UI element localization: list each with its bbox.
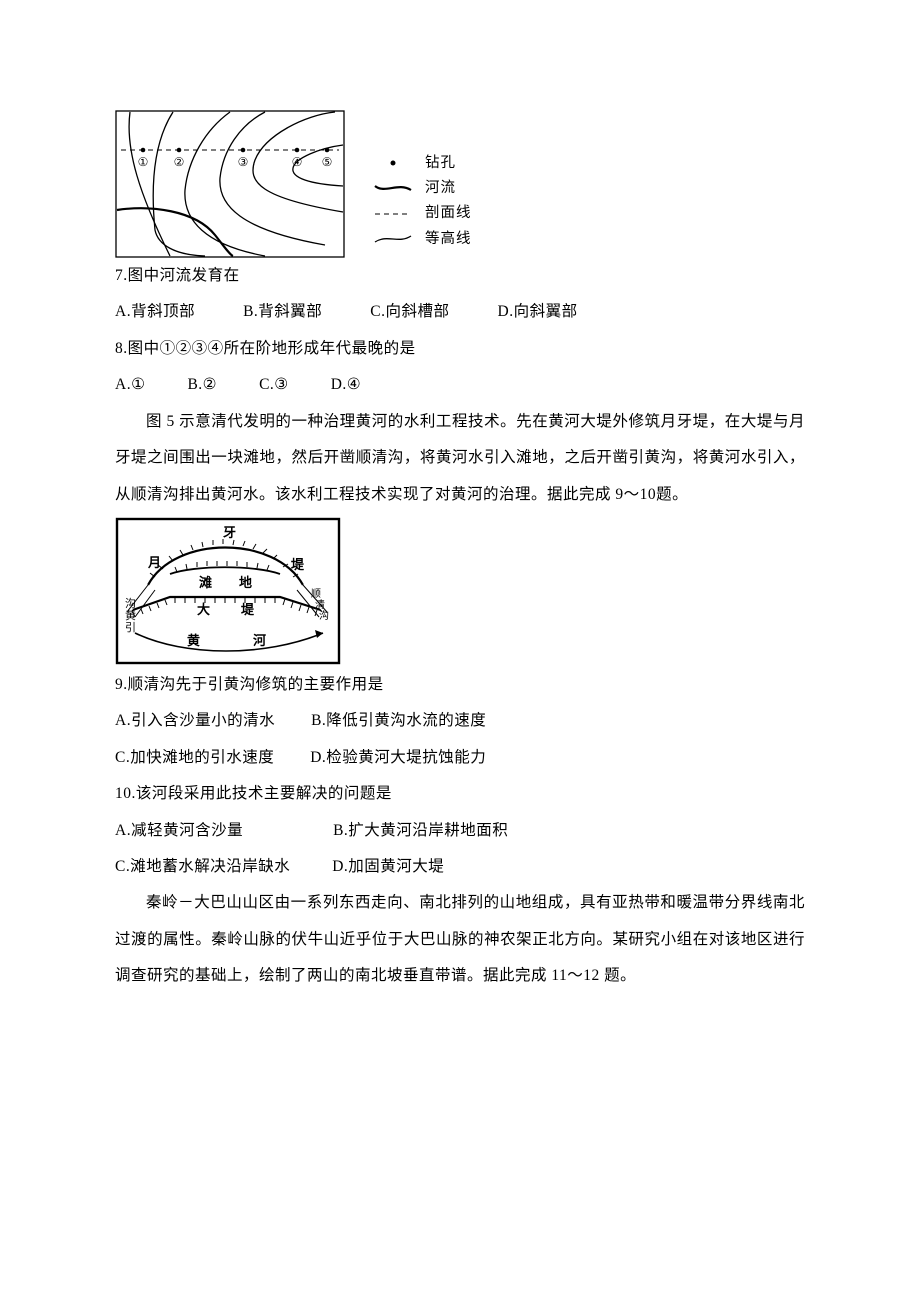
q10-stem: 10.该河段采用此技术主要解决的问题是 — [115, 776, 805, 812]
q8-options: A.① B.② C.③ D.④ — [115, 367, 805, 403]
svg-text:堤: 堤 — [291, 557, 305, 572]
q8-stem: 8.图中①②③④所在阶地形成年代最晚的是 — [115, 331, 805, 367]
q9-row2: C.加快滩地的引水速度 D.检验黄河大堤抗蚀能力 — [115, 740, 805, 776]
q8-D: D.④ — [331, 367, 361, 403]
figure-4-legend: 钻孔 河流 剖面线 等高线 — [373, 151, 472, 259]
q9-row1: A.引入含沙量小的清水 B.降低引黄沟水流的速度 — [115, 703, 805, 739]
passage-6: 秦岭－大巴山山区由一系列东西走向、南北排列的山地组成，具有亚热带和暖温带分界线南… — [115, 885, 805, 994]
svg-text:河: 河 — [253, 633, 266, 648]
legend-drill: 钻孔 — [373, 151, 472, 176]
q9-stem: 9.顺清沟先于引黄沟修筑的主要作用是 — [115, 667, 805, 703]
svg-text:地: 地 — [239, 575, 252, 590]
fig4-label-2: ② — [174, 155, 185, 169]
svg-text:沟: 沟 — [125, 597, 136, 610]
q7-B: B.背斜翼部 — [243, 294, 322, 330]
legend-river-label: 河流 — [425, 176, 456, 201]
q10-row2: C.滩地蓄水解决沿岸缺水 D.加固黄河大堤 — [115, 849, 805, 885]
q10-D: D.加固黄河大堤 — [332, 849, 444, 885]
passage-5: 图 5 示意清代发明的一种治理黄河的水利工程技术。先在黄河大堤外修筑月牙堤，在大… — [115, 404, 805, 513]
q7-A: A.背斜顶部 — [115, 294, 195, 330]
q7-C: C.向斜槽部 — [370, 294, 449, 330]
svg-text:引: 引 — [125, 620, 136, 634]
q10-C: C.滩地蓄水解决沿岸缺水 — [115, 849, 290, 885]
legend-section: 剖面线 — [373, 201, 472, 226]
svg-text:大: 大 — [197, 602, 210, 617]
svg-text:堤: 堤 — [241, 602, 255, 617]
legend-contour: 等高线 — [373, 227, 472, 252]
svg-text:牙: 牙 — [223, 525, 236, 540]
svg-text:顺: 顺 — [311, 588, 321, 600]
q9-C: C.加快滩地的引水速度 — [115, 740, 274, 776]
q7-options: A.背斜顶部 B.背斜翼部 C.向斜槽部 D.向斜翼部 — [115, 294, 805, 330]
fig4-label-1: ① — [138, 155, 149, 169]
legend-river: 河流 — [373, 176, 472, 201]
fig4-label-3: ③ — [238, 155, 249, 169]
svg-text:清: 清 — [315, 598, 325, 611]
q10-A: A.减轻黄河含沙量 — [115, 813, 243, 849]
figure-4-row: ① ② ③ ④ ⑤ 钻孔 河流 剖面线 等高线 — [115, 110, 805, 258]
legend-drill-label: 钻孔 — [425, 151, 456, 176]
legend-section-label: 剖面线 — [425, 201, 472, 226]
q10-row1: A.减轻黄河含沙量 B.扩大黄河沿岸耕地面积 — [115, 813, 805, 849]
legend-contour-label: 等高线 — [425, 227, 472, 252]
q8-A: A.① — [115, 367, 145, 403]
svg-text:黄: 黄 — [125, 608, 136, 622]
q8-C: C.③ — [259, 367, 289, 403]
svg-text:月: 月 — [147, 555, 161, 570]
q8-B: B.② — [187, 367, 217, 403]
q7-D: D.向斜翼部 — [498, 294, 578, 330]
q9-A: A.引入含沙量小的清水 — [115, 703, 275, 739]
svg-text:黄: 黄 — [187, 633, 200, 648]
svg-text:沟: 沟 — [319, 609, 329, 622]
fig4-label-5: ⑤ — [322, 155, 333, 169]
svg-text:滩: 滩 — [199, 575, 212, 590]
q9-D: D.检验黄河大堤抗蚀能力 — [310, 740, 486, 776]
q7-stem: 7.图中河流发育在 — [115, 258, 805, 294]
q9-B: B.降低引黄沟水流的速度 — [311, 703, 486, 739]
figure-5: 牙 月 堤 滩 地 大 堤 沟 黄 引 顺 清 沟 黄 河 — [115, 517, 805, 665]
figure-4-contour-map: ① ② ③ ④ ⑤ — [115, 110, 345, 258]
fig4-label-4: ④ — [292, 155, 303, 169]
q10-B: B.扩大黄河沿岸耕地面积 — [333, 813, 508, 849]
